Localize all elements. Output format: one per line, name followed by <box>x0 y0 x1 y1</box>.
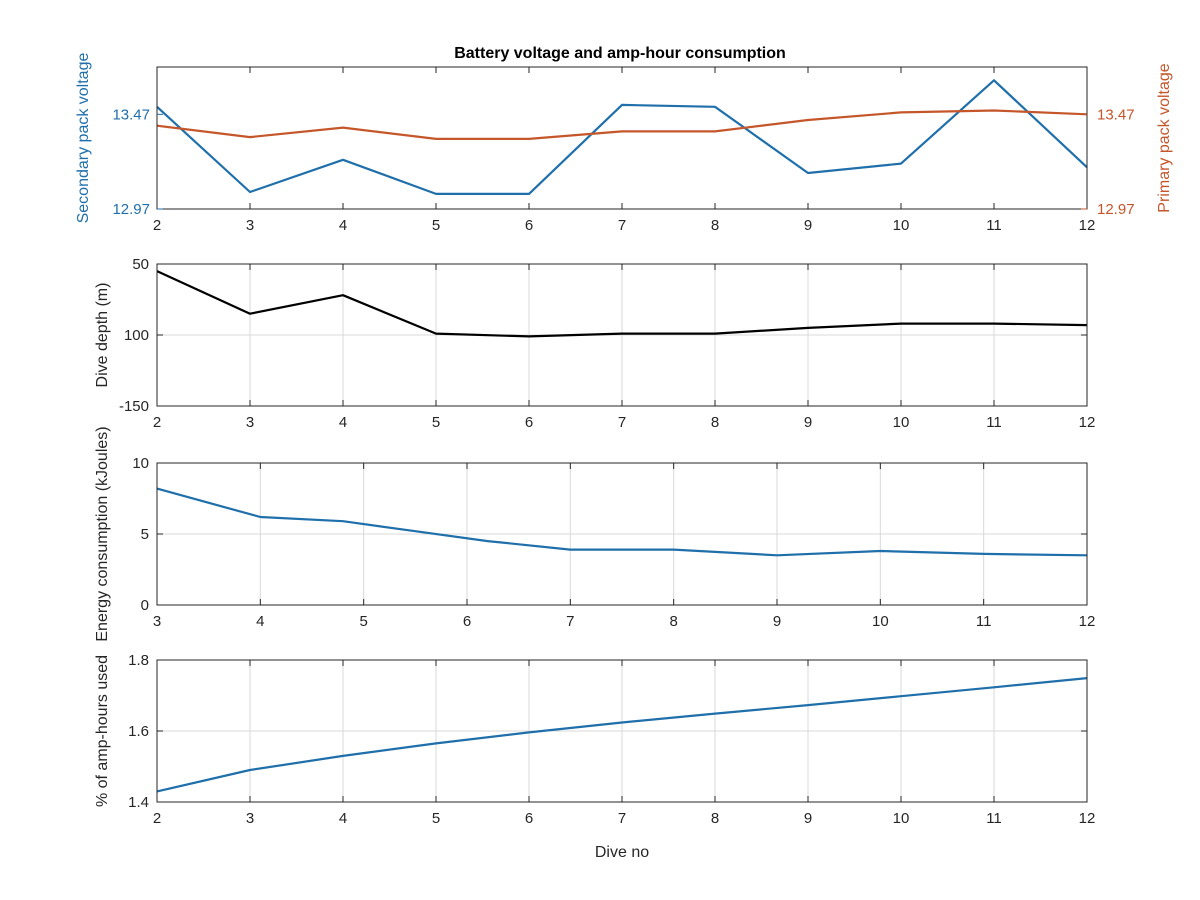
subplot-2: 2 3 4 5 6 7 8 9 10 11 12 50 100 -150 Dive depth (m) <box>94 256 1095 431</box>
y-tick-label: 50 <box>132 256 149 273</box>
y-tick-label: 1.4 <box>128 794 149 811</box>
x-tick-label: 2 <box>153 217 161 234</box>
axes-frame <box>156 66 1088 210</box>
x-tick-label: 11 <box>976 613 992 630</box>
x-tick-label: 5 <box>359 613 367 630</box>
x-tick-label: 9 <box>804 217 812 234</box>
y-axis-label: Energy consumption (kJoules) <box>94 426 111 641</box>
y-axis-label: % of amp-hours used <box>94 655 111 807</box>
x-tick-label: 5 <box>432 414 440 431</box>
x-tick-label: 6 <box>463 613 471 630</box>
x-tick-label: 7 <box>566 613 574 630</box>
x-tick-label: 8 <box>711 810 719 827</box>
x-tick-label: 9 <box>773 613 781 630</box>
x-tick-label: 10 <box>893 810 910 827</box>
y-tick-label: 10 <box>132 455 149 472</box>
series-line-1 <box>156 79 1088 195</box>
x-tick-label: 8 <box>711 217 719 234</box>
x-tick-label: 2 <box>153 810 161 827</box>
x-tick-label: 3 <box>246 217 254 234</box>
x-tick-label: 10 <box>893 414 910 431</box>
series-line-1 <box>156 487 1088 557</box>
x-tick-label: 11 <box>986 414 1002 431</box>
y-tick-label: 100 <box>124 327 149 344</box>
x-tick-label: 11 <box>986 810 1002 827</box>
x-tick-label: 6 <box>525 810 533 827</box>
x-tick-label: 3 <box>153 613 161 630</box>
subplot-1: 2 3 4 5 6 7 8 9 10 11 1212.9713.4712.9713.47Second… <box>75 53 1173 234</box>
y-axis-label-right: Primary pack voltage <box>1156 63 1173 212</box>
chart-title: Battery voltage and amp-hour consumption <box>454 45 786 62</box>
x-tick-label: 12 <box>1079 217 1096 234</box>
y-tick-label: 5 <box>141 526 149 543</box>
y-tick-label: 0 <box>141 597 149 614</box>
y-tick-label: 1.6 <box>128 723 149 740</box>
x-tick-label: 7 <box>618 217 626 234</box>
x-tick-label: 5 <box>432 810 440 827</box>
y-tick-label-right: 12.97 <box>1097 201 1135 218</box>
x-tick-label: 6 <box>525 414 533 431</box>
x-tick-label: 11 <box>986 217 1002 234</box>
x-tick-label: 4 <box>339 217 347 234</box>
x-tick-label: 7 <box>618 414 626 431</box>
y-tick-label-right: 13.47 <box>1097 106 1135 123</box>
x-tick-label: 9 <box>804 414 812 431</box>
x-tick-label: 8 <box>669 613 677 630</box>
y-tick-label-left: 13.47 <box>112 106 150 123</box>
y-tick-label: -150 <box>119 398 149 415</box>
y-tick-label-left: 12.97 <box>112 201 150 218</box>
x-tick-label: 6 <box>525 217 533 234</box>
series-line-2 <box>156 109 1088 140</box>
x-tick-label: 5 <box>432 217 440 234</box>
x-tick-label: 4 <box>339 810 347 827</box>
x-tick-label: 4 <box>256 613 264 630</box>
y-tick-label: 1.8 <box>128 652 149 669</box>
series-line-1 <box>156 677 1088 793</box>
x-tick-label: 10 <box>893 217 910 234</box>
subplot-4: 2 3 4 5 6 7 8 9 10 11 12 1.4 1.6 1.8 % of amp-hours us… <box>94 652 1095 861</box>
x-tick-label: 12 <box>1079 613 1096 630</box>
x-tick-label: 2 <box>153 414 161 431</box>
x-tick-label: 7 <box>618 810 626 827</box>
x-axis-label: Dive no <box>595 844 649 861</box>
x-tick-label: 3 <box>246 414 254 431</box>
x-tick-label: 9 <box>804 810 812 827</box>
y-axis-label-left: Secondary pack voltage <box>75 53 92 224</box>
series-line-1 <box>156 270 1088 338</box>
y-axis-label: Dive depth (m) <box>94 283 111 388</box>
plots-layer: 2 3 4 5 6 7 8 9 10 11 1212.9713.4712.9713.47Second… <box>75 53 1173 861</box>
x-tick-label: 10 <box>872 613 889 630</box>
x-tick-label: 3 <box>246 810 254 827</box>
subplot-3: 3 4 5 6 7 8 9 10 11 12 0 5 10 Energy consumption (kJo… <box>94 426 1095 641</box>
x-tick-label: 12 <box>1079 810 1096 827</box>
x-tick-label: 12 <box>1079 414 1096 431</box>
x-tick-label: 4 <box>339 414 347 431</box>
x-tick-label: 8 <box>711 414 719 431</box>
